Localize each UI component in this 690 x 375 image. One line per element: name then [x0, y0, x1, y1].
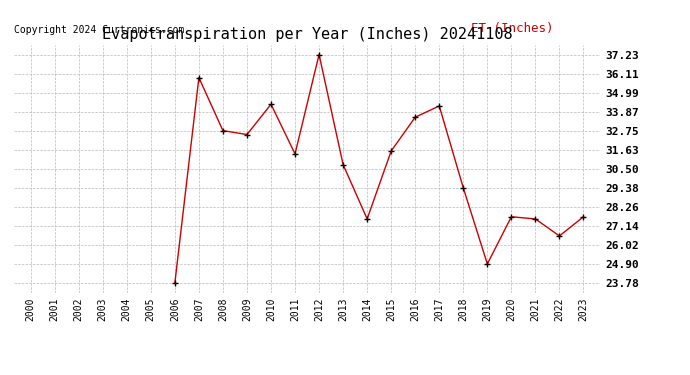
Title: Evapotranspiration per Year (Inches) 20241108: Evapotranspiration per Year (Inches) 202… — [101, 27, 513, 42]
Text: ET (Inches): ET (Inches) — [471, 22, 554, 35]
Text: Copyright 2024 Curtronics.com: Copyright 2024 Curtronics.com — [14, 25, 184, 35]
